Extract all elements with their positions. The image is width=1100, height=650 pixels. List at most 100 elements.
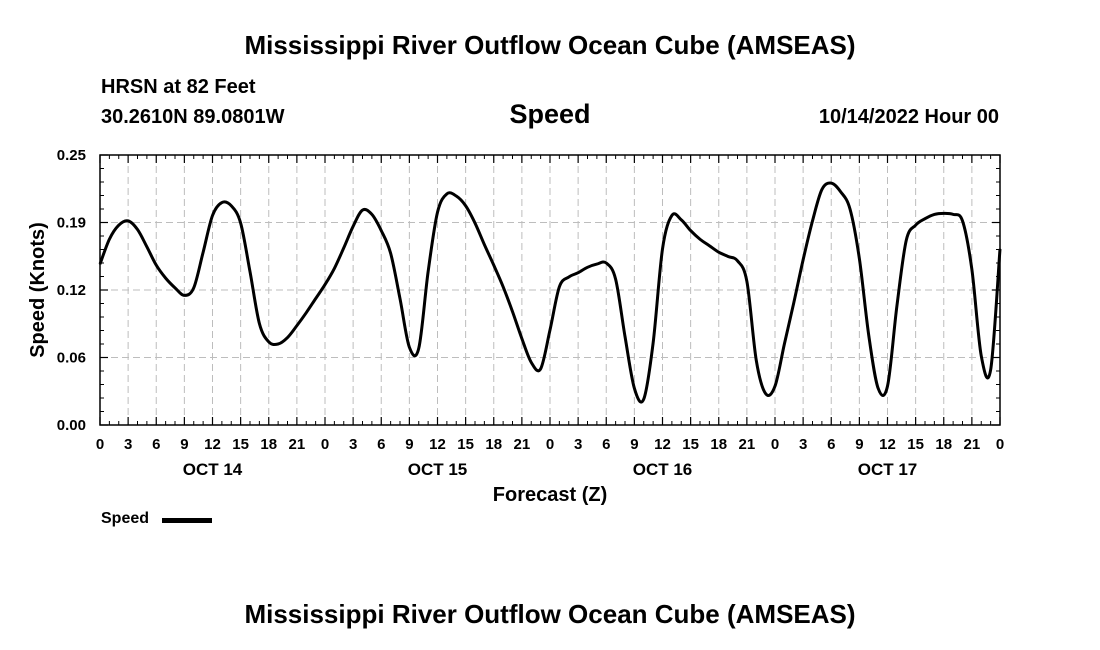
data-point <box>755 359 758 362</box>
data-point <box>417 347 420 350</box>
panel-title: Speed <box>509 99 591 129</box>
data-point <box>774 385 776 387</box>
x-tick-label: 0 <box>996 436 1004 453</box>
data-point <box>464 204 467 207</box>
data-point <box>296 324 298 327</box>
data-point <box>502 285 504 288</box>
data-point <box>342 247 345 249</box>
data-point <box>474 222 476 224</box>
data-point <box>408 346 411 349</box>
data-point <box>99 263 101 265</box>
data-point <box>211 214 214 217</box>
data-point <box>549 329 551 331</box>
data-point <box>839 190 842 193</box>
data-point <box>989 369 992 371</box>
x-tick-label: 15 <box>907 436 924 453</box>
y-tick-label: 0.19 <box>57 215 86 232</box>
data-point <box>689 229 692 232</box>
x-tick-label: 3 <box>349 436 357 453</box>
data-point <box>127 220 129 222</box>
station-label: HRSN at 82 Feet <box>101 76 256 98</box>
data-point <box>905 239 908 242</box>
data-point <box>717 251 720 253</box>
legend-label: Speed <box>101 510 150 527</box>
data-point <box>164 277 167 279</box>
x-tick-label: 18 <box>935 436 952 453</box>
data-point <box>399 297 401 300</box>
data-point <box>183 294 186 297</box>
data-point <box>436 211 439 214</box>
data-point <box>249 270 251 273</box>
data-point <box>727 255 729 258</box>
data-point <box>811 220 814 222</box>
data-point <box>267 341 270 343</box>
data-point <box>867 334 870 337</box>
x-tick-label: 21 <box>514 436 531 453</box>
data-point <box>230 204 233 207</box>
x-tick-label: 6 <box>827 436 835 453</box>
data-point <box>333 267 336 270</box>
x-tick-label: 18 <box>260 436 277 453</box>
plot-frame <box>99 154 1001 426</box>
series-layer <box>98 181 1002 404</box>
data-point <box>896 305 898 308</box>
data-point <box>961 220 964 222</box>
data-point <box>596 263 598 265</box>
x-tick-label: 12 <box>204 436 221 453</box>
footer-title: Mississippi River Outflow Ocean Cube (AM… <box>244 599 856 629</box>
data-point <box>117 224 120 226</box>
x-tick-label: 0 <box>96 436 104 453</box>
legend-swatch <box>162 518 212 523</box>
data-point <box>371 213 373 216</box>
x-tick-label: 9 <box>630 436 638 453</box>
x-axis-title: Forecast (Z) <box>493 484 607 506</box>
x-tick-label: 15 <box>682 436 699 453</box>
grid-lines <box>100 155 1000 425</box>
data-point <box>924 217 926 220</box>
data-point <box>192 287 195 289</box>
x-tick-label: 0 <box>321 436 329 453</box>
x-tick-label: 6 <box>602 436 610 453</box>
series-line-speed <box>98 181 1002 404</box>
y-tick-label: 0.12 <box>57 282 86 299</box>
data-point <box>352 225 354 228</box>
data-point <box>286 336 289 339</box>
x-tick-label: 18 <box>485 436 502 453</box>
data-point <box>942 212 945 215</box>
data-point <box>239 222 242 224</box>
data-point <box>830 182 833 184</box>
data-point <box>877 387 879 390</box>
x-tick-label: 0 <box>546 436 554 453</box>
data-point <box>783 343 786 345</box>
data-point <box>389 252 392 255</box>
data-point <box>605 262 608 264</box>
x-tick-label: 6 <box>152 436 160 453</box>
data-point <box>746 280 748 283</box>
y-tick-label: 0.25 <box>57 147 86 164</box>
data-point <box>530 361 533 364</box>
data-point <box>446 193 448 195</box>
x-tick-label: 12 <box>654 436 671 453</box>
data-point <box>821 188 823 191</box>
data-point <box>624 335 626 338</box>
data-point <box>652 342 654 344</box>
data-point <box>680 219 683 221</box>
data-point <box>971 268 973 271</box>
day-label: OCT 17 <box>858 460 918 479</box>
data-point <box>849 208 851 210</box>
day-label: OCT 16 <box>633 460 693 479</box>
data-point <box>455 195 458 197</box>
data-point <box>708 244 711 247</box>
data-point <box>802 258 804 261</box>
day-label: OCT 15 <box>408 460 468 479</box>
data-point <box>511 310 514 313</box>
data-point <box>380 229 383 232</box>
data-point <box>305 311 308 314</box>
data-point <box>792 302 795 304</box>
day-label: OCT 14 <box>183 460 243 479</box>
x-tick-label: 12 <box>429 436 446 453</box>
chart-title: Mississippi River Outflow Ocean Cube (AM… <box>244 30 856 60</box>
data-point <box>361 209 364 211</box>
x-tick-label: 9 <box>405 436 413 453</box>
